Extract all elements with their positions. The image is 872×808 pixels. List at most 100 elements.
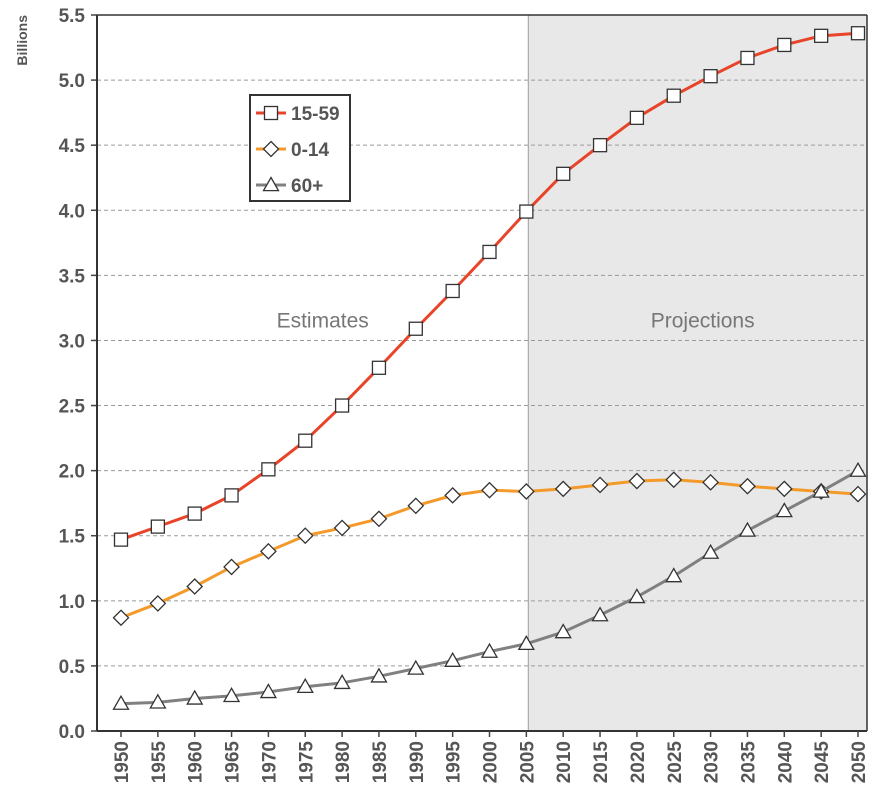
x-tick-label: 1950: [112, 741, 133, 783]
y-tick-label: 2.0: [59, 462, 85, 483]
data-point-15-59: [740, 50, 755, 66]
x-tick-label: 1990: [407, 741, 428, 783]
legend-label-15-59: 15-59: [291, 104, 340, 125]
estimates-annotation: Estimates: [277, 309, 369, 332]
data-point-60: [849, 461, 867, 477]
data-point-0-14: [628, 472, 646, 490]
data-point-15-59: [224, 488, 239, 503]
data-point-15-59: [482, 244, 497, 260]
data-point-15-59: [556, 166, 571, 181]
data-point-0-14: [481, 481, 498, 499]
data-point-15-59: [334, 398, 350, 413]
data-point-0-14: [296, 527, 314, 545]
data-point-60: [259, 683, 278, 699]
legend-marker-60: [262, 176, 280, 192]
series-60: [112, 461, 867, 710]
projection-region: [528, 15, 867, 731]
y-tick-label: 3.5: [59, 266, 86, 287]
data-point-15-59: [113, 532, 129, 547]
data-point-15-59: [371, 360, 387, 375]
data-point-0-14: [849, 485, 867, 503]
data-point-60: [775, 502, 793, 518]
y-tick-label: 0.5: [59, 657, 86, 678]
x-tick-label: 2015: [591, 741, 612, 784]
data-point-60: [517, 634, 535, 651]
series-15-59: [113, 26, 866, 547]
data-point-0-14: [333, 519, 351, 537]
data-point-0-14: [739, 477, 756, 495]
data-point-0-14: [591, 476, 609, 494]
data-point-60: [665, 567, 683, 583]
data-point-15-59: [777, 37, 792, 53]
x-tick-label: 2050: [849, 741, 870, 783]
y-tick-label: 5.5: [59, 6, 86, 27]
legend-marker-0-14: [262, 140, 280, 158]
data-point-15-59: [298, 433, 313, 448]
legend-label-0-14: 0-14: [291, 140, 329, 161]
data-point-0-14: [223, 558, 240, 576]
x-tick-label: 2025: [665, 741, 686, 784]
legend-label-60: 60+: [291, 176, 323, 197]
data-point-0-14: [370, 510, 388, 528]
data-point-15-59: [519, 204, 534, 219]
data-point-15-59: [150, 519, 166, 534]
x-tick-label: 2020: [628, 741, 649, 783]
y-axis-label: Billions: [14, 15, 30, 66]
y-tick-label: 4.0: [59, 201, 85, 222]
data-point-15-59: [666, 88, 681, 103]
y-tick-label: 2.5: [59, 397, 86, 418]
x-tick-label: 1985: [370, 741, 391, 784]
x-tick-label: 1970: [259, 741, 280, 783]
data-point-0-14: [702, 473, 720, 491]
data-point-60: [149, 693, 167, 709]
data-point-15-59: [629, 110, 645, 125]
data-point-60: [554, 623, 572, 639]
data-point-60: [591, 606, 609, 622]
data-point-60: [333, 674, 351, 690]
data-point-60: [222, 687, 241, 703]
x-tick-label: 2000: [481, 741, 502, 783]
data-point-60: [480, 642, 499, 658]
data-point-60: [812, 482, 830, 498]
data-point-60: [738, 521, 757, 537]
data-point-15-59: [850, 26, 866, 41]
y-tick-label: 1.0: [59, 592, 85, 613]
data-point-60: [370, 667, 388, 683]
data-point-60: [444, 651, 462, 667]
data-point-0-14: [407, 497, 425, 515]
data-point-60: [628, 588, 646, 604]
data-point-15-59: [445, 283, 460, 299]
data-point-0-14: [149, 595, 167, 612]
y-tick-label: 1.5: [59, 527, 86, 548]
y-tick-label: 4.5: [59, 136, 86, 157]
data-point-0-14: [112, 609, 130, 627]
data-point-0-14: [665, 471, 683, 489]
x-tick-label: 1975: [296, 741, 317, 784]
data-point-0-14: [259, 542, 277, 560]
data-point-0-14: [775, 480, 793, 498]
x-tick-label: 2045: [812, 741, 833, 784]
data-point-0-14: [554, 480, 572, 498]
y-tick-label: 3.0: [59, 331, 85, 352]
data-point-15-59: [261, 462, 276, 477]
data-point-15-59: [703, 69, 718, 84]
data-point-0-14: [517, 483, 535, 500]
x-tick-label: 2010: [554, 741, 575, 783]
legend-marker-15-59: [263, 105, 279, 121]
x-tick-label: 1955: [149, 741, 170, 784]
x-tick-label: 1995: [444, 741, 465, 784]
data-point-15-59: [592, 138, 608, 153]
data-point-0-14: [444, 486, 462, 504]
data-point-15-59: [187, 506, 202, 521]
data-point-15-59: [408, 321, 423, 336]
data-point-60: [407, 659, 425, 675]
data-point-60: [186, 689, 204, 705]
data-point-60: [112, 694, 130, 710]
data-point-15-59: [814, 28, 829, 43]
data-point-0-14: [186, 578, 204, 595]
y-tick-label: 0.0: [59, 722, 85, 743]
series-0-14: [112, 471, 867, 627]
x-tick-label: 2040: [775, 741, 796, 783]
